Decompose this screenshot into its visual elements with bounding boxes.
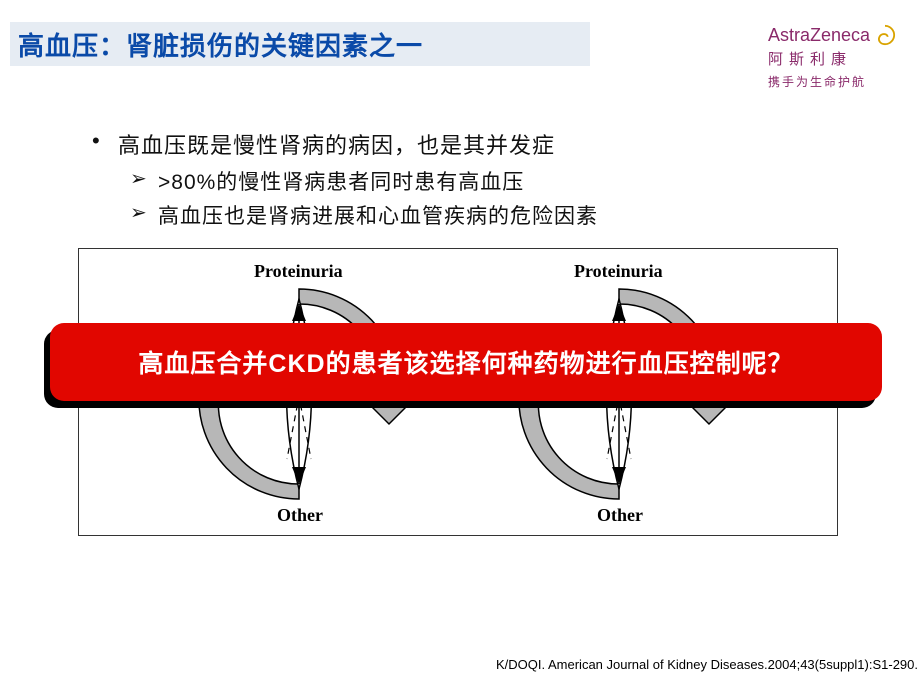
slide: 高血压：肾脏损伤的关键因素之一 AstraZeneca 阿斯利康 携手为生命护航… bbox=[0, 0, 920, 690]
sub-bullet-1-text: >80%的慢性肾病患者同时患有高血压 bbox=[158, 166, 524, 196]
sub-bullet-2-text: 高血压也是肾病进展和心血管疾病的危险因素 bbox=[158, 200, 598, 230]
bullet-main: • 高血压既是慢性肾病的病因，也是其并发症 bbox=[92, 128, 832, 160]
bullet-list: • 高血压既是慢性肾病的病因，也是其并发症 ➢ >80%的慢性肾病患者同时患有高… bbox=[92, 128, 832, 234]
logo-brand-text: AstraZeneca bbox=[768, 25, 870, 46]
bullet-dot-icon: • bbox=[92, 128, 118, 154]
chevron-right-icon: ➢ bbox=[130, 200, 156, 225]
brand-logo: AstraZeneca 阿斯利康 携手为生命护航 bbox=[768, 24, 896, 90]
logo-tagline: 携手为生命护航 bbox=[768, 73, 896, 90]
sub-bullet-1: ➢ >80%的慢性肾病患者同时患有高血压 bbox=[130, 166, 832, 196]
title-bar: 高血压：肾脏损伤的关键因素之一 bbox=[10, 22, 590, 66]
logo-row: AstraZeneca bbox=[768, 24, 896, 46]
slide-title: 高血压：肾脏损伤的关键因素之一 bbox=[18, 26, 423, 63]
logo-brand-cn: 阿斯利康 bbox=[768, 48, 896, 69]
sub-bullet-2: ➢ 高血压也是肾病进展和心血管疾病的危险因素 bbox=[130, 200, 832, 230]
bullet-main-text: 高血压既是慢性肾病的病因，也是其并发症 bbox=[118, 128, 555, 160]
citation-text: K/DOQI. American Journal of Kidney Disea… bbox=[496, 657, 918, 672]
callout-text: 高血压合并CKD的患者该选择何种药物进行血压控制呢？ bbox=[138, 344, 793, 380]
logo-swirl-icon bbox=[874, 24, 896, 46]
sub-bullet-list: ➢ >80%的慢性肾病患者同时患有高血压 ➢ 高血压也是肾病进展和心血管疾病的危… bbox=[130, 166, 832, 230]
chevron-right-icon: ➢ bbox=[130, 166, 156, 191]
callout-banner: 高血压合并CKD的患者该选择何种药物进行血压控制呢？ bbox=[50, 323, 882, 401]
